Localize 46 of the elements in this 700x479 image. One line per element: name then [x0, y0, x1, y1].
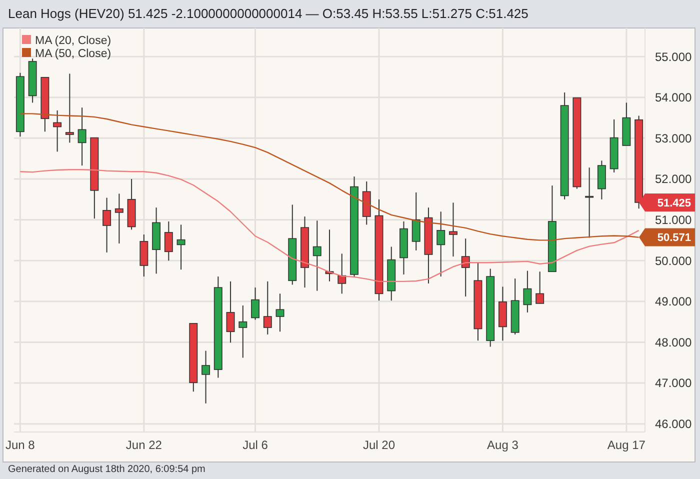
- candlestick: [53, 110, 62, 152]
- y-tick-label: 47.000: [655, 376, 692, 390]
- candlestick: [238, 304, 248, 358]
- candlestick: [276, 293, 284, 332]
- y-tick-label: 50.000: [655, 254, 692, 268]
- y-tick-label: 53.000: [655, 131, 692, 146]
- candlestick: [448, 202, 458, 258]
- candlestick: [226, 280, 235, 344]
- line-series: [20, 169, 640, 282]
- text: Generated on August 18th 2020, 6:09:54 pm: [8, 464, 206, 475]
- candlestick: [114, 193, 124, 244]
- candlestick: [523, 270, 532, 313]
- chart-title: Lean Hogs (HEV20) 51.425 -2.1000000000000014 — O:53.45 H:53.55 L:51.275 C:51.425: [8, 6, 528, 21]
- candlestick: [585, 167, 594, 238]
- candlestick: [412, 192, 420, 251]
- y-tick-label: 54.000: [655, 90, 692, 105]
- x-tick-label: Jul 20: [362, 438, 396, 452]
- candlestick: [65, 73, 74, 144]
- candlestick: [338, 253, 346, 294]
- text: 51.425: [657, 197, 691, 210]
- candlestick: [536, 271, 544, 304]
- y-tick-label: 49.000: [655, 294, 692, 309]
- y-tick-label: 48.000: [655, 335, 692, 350]
- x-tick-label: Aug 17: [607, 438, 646, 452]
- candlestick: [263, 280, 272, 335]
- legend-label: MA (20, Close): [35, 35, 112, 48]
- data-label: 50.571: [657, 232, 691, 244]
- candlestick: [251, 287, 260, 320]
- x-tick-label: Aug 3: [487, 438, 519, 452]
- candlestick: [461, 238, 470, 298]
- candlestick: [176, 224, 186, 270]
- y-tick-label: 46.000: [655, 417, 692, 432]
- candlestick: [202, 350, 210, 404]
- candlestick: [436, 211, 446, 278]
- x-tick-label: Jun 8: [6, 438, 36, 452]
- candlestick: [164, 220, 173, 262]
- x-tick-label: Jun 22: [126, 438, 162, 452]
- y-tick-label: 51.000: [655, 213, 692, 227]
- candlestick: [78, 107, 86, 166]
- candlestick: [312, 220, 322, 292]
- x-tick-label: Jul 6: [242, 438, 268, 452]
- legend-label: MA (50, Close): [35, 48, 112, 60]
- candlestick: [597, 160, 606, 200]
- y-tick-label: 55.000: [655, 50, 692, 64]
- y-tick-label: 52.000: [655, 172, 692, 186]
- candlestick: [102, 197, 112, 253]
